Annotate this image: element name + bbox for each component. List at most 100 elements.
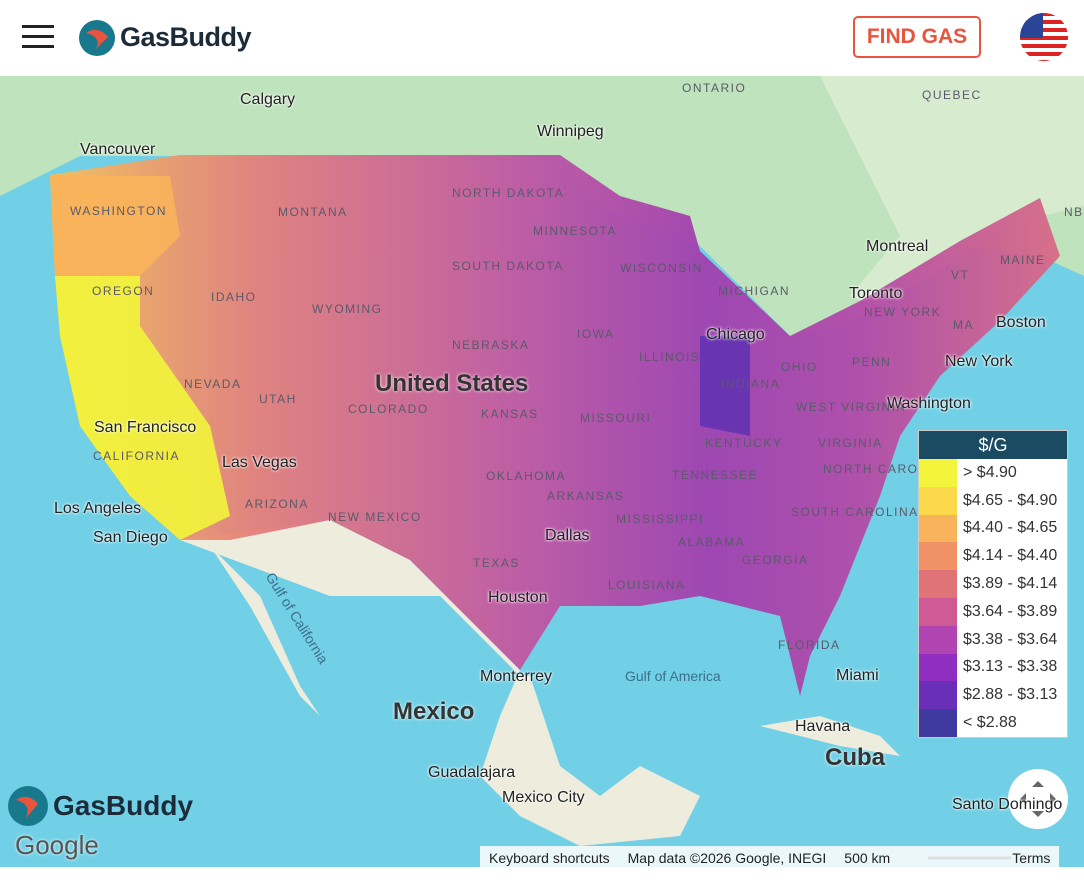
city-label: Calgary: [240, 91, 296, 108]
menu-icon[interactable]: [22, 23, 62, 53]
price-region: [700, 336, 750, 436]
region-label: KANSAS: [481, 407, 539, 421]
terms[interactable]: Terms: [1012, 850, 1051, 866]
region-label: OHIO: [781, 360, 818, 374]
city-label: San Diego: [93, 529, 168, 546]
region-label: IDAHO: [211, 290, 257, 304]
legend-label: $4.40 - $4.65: [963, 519, 1058, 537]
city-label: Santo Domingo: [952, 796, 1063, 813]
region-label: TENNESSEE: [672, 468, 759, 482]
city-label: Miami: [836, 667, 879, 684]
city-label: Washington: [887, 395, 971, 412]
city-label: Las Vegas: [222, 454, 297, 471]
water-label: Gulf of America: [625, 668, 721, 684]
region-label: COLORADO: [348, 402, 429, 416]
map-data: Map data ©2026 Google, INEGI: [627, 850, 827, 866]
region-label: OKLAHOMA: [486, 469, 567, 483]
city-label: Vancouver: [80, 141, 156, 158]
city-label: Dallas: [545, 527, 590, 544]
legend-swatch: [919, 681, 957, 710]
city-label: Guadalajara: [428, 764, 516, 781]
scale-label: 500 km: [844, 850, 891, 866]
legend-swatch: [919, 653, 957, 682]
region-label: SOUTH DAKOTA: [452, 259, 564, 273]
city-label: New York: [945, 353, 1013, 370]
legend-label: $3.64 - $3.89: [963, 602, 1058, 620]
price-region: [55, 276, 230, 540]
legend-swatch: [919, 709, 957, 737]
legend-swatch: [919, 542, 957, 571]
google-logo: Google: [15, 830, 99, 860]
region-label: WASHINGTON: [70, 204, 168, 218]
legend-entry: $4.65 - $4.90: [919, 486, 1067, 515]
region-label: QUEBEC: [922, 88, 982, 102]
legend-label: < $2.88: [963, 714, 1017, 732]
region-label: MA: [953, 318, 974, 332]
city-label: Toronto: [849, 285, 903, 302]
region-label: MINNESOTA: [533, 224, 617, 238]
region-label: ILLINOIS: [639, 350, 701, 364]
region-label: LOUISIANA: [608, 578, 686, 592]
region-label: VT: [951, 268, 970, 282]
city-label: Los Angeles: [54, 500, 142, 517]
logo-icon: [79, 20, 115, 56]
city-label: Houston: [488, 589, 548, 606]
legend-label: $2.88 - $3.13: [963, 686, 1058, 704]
city-label: San Francisco: [94, 419, 197, 436]
region-label: KENTUCKY: [705, 436, 783, 450]
city-label: Montreal: [866, 238, 929, 255]
region-label: NB: [1064, 205, 1084, 219]
region-label: MAINE: [1000, 253, 1046, 267]
keyboard-shortcuts[interactable]: Keyboard shortcuts: [489, 850, 610, 866]
region-label: TEXAS: [473, 556, 520, 570]
attribution: Keyboard shortcuts Map data ©2026 Google…: [480, 846, 1060, 870]
legend-title: $/G: [919, 431, 1067, 459]
flag-icon[interactable]: [1019, 12, 1069, 62]
region-label: WISCONSIN: [620, 261, 703, 275]
legend-entry: $4.40 - $4.65: [919, 514, 1067, 543]
legend-entry: $2.88 - $3.13: [919, 681, 1067, 710]
legend-label: $3.13 - $3.38: [963, 658, 1058, 676]
region-label: NEBRASKA: [452, 338, 530, 352]
map-control[interactable]: [1008, 769, 1068, 829]
brand[interactable]: GasBuddy: [120, 22, 252, 52]
find-gas-button[interactable]: FIND GAS: [853, 16, 981, 58]
region-label: VIRGINIA: [818, 436, 883, 450]
price-region: [50, 175, 180, 276]
legend-swatch: [919, 625, 957, 654]
legend: $/G > $4.90 $4.65 - $4.90 $4.40 - $4.65 $4.1…: [918, 430, 1068, 738]
legend-label: > $4.90: [963, 463, 1017, 481]
region-label: ARKANSAS: [547, 489, 625, 503]
legend-swatch: [919, 597, 957, 626]
legend-label: $3.38 - $3.64: [963, 630, 1058, 648]
country-label: Mexico: [393, 698, 475, 725]
region-label: NEW YORK: [864, 305, 942, 319]
region-label: NORTH DAKOTA: [452, 186, 565, 200]
region-label: MISSISSIPPI: [616, 512, 704, 526]
region-label: NORTH CAROLINA: [823, 462, 952, 476]
region-label: ONTARIO: [682, 81, 747, 95]
region-label: ARIZONA: [245, 497, 309, 511]
region-label: CALIFORNIA: [93, 449, 181, 463]
city-label: Winnipeg: [537, 123, 604, 140]
legend-swatch: [919, 570, 957, 598]
map[interactable]: [0, 76, 1084, 867]
region-label: GEORGIA: [742, 553, 809, 567]
logo-icon: [16, 796, 38, 818]
city-label: Chicago: [706, 326, 765, 343]
city-label: Monterrey: [480, 668, 553, 685]
price-region: [50, 155, 1060, 696]
legend-entry: $3.89 - $4.14: [919, 570, 1067, 598]
region-label: NEVADA: [184, 377, 242, 391]
legend-entry: $3.38 - $3.64: [919, 625, 1067, 654]
region-label: MICHIGAN: [718, 284, 790, 298]
region-label: PENN: [852, 355, 892, 369]
country-label: United States: [375, 370, 529, 397]
legend-entry: > $4.90: [919, 459, 1067, 487]
region-label: IOWA: [577, 327, 615, 341]
region-label: ALABAMA: [678, 535, 746, 549]
legend-label: $4.65 - $4.90: [963, 491, 1058, 509]
city-label: Boston: [996, 314, 1046, 331]
region-label: NEW MEXICO: [328, 510, 422, 524]
region-label: INDIANA: [721, 377, 781, 391]
